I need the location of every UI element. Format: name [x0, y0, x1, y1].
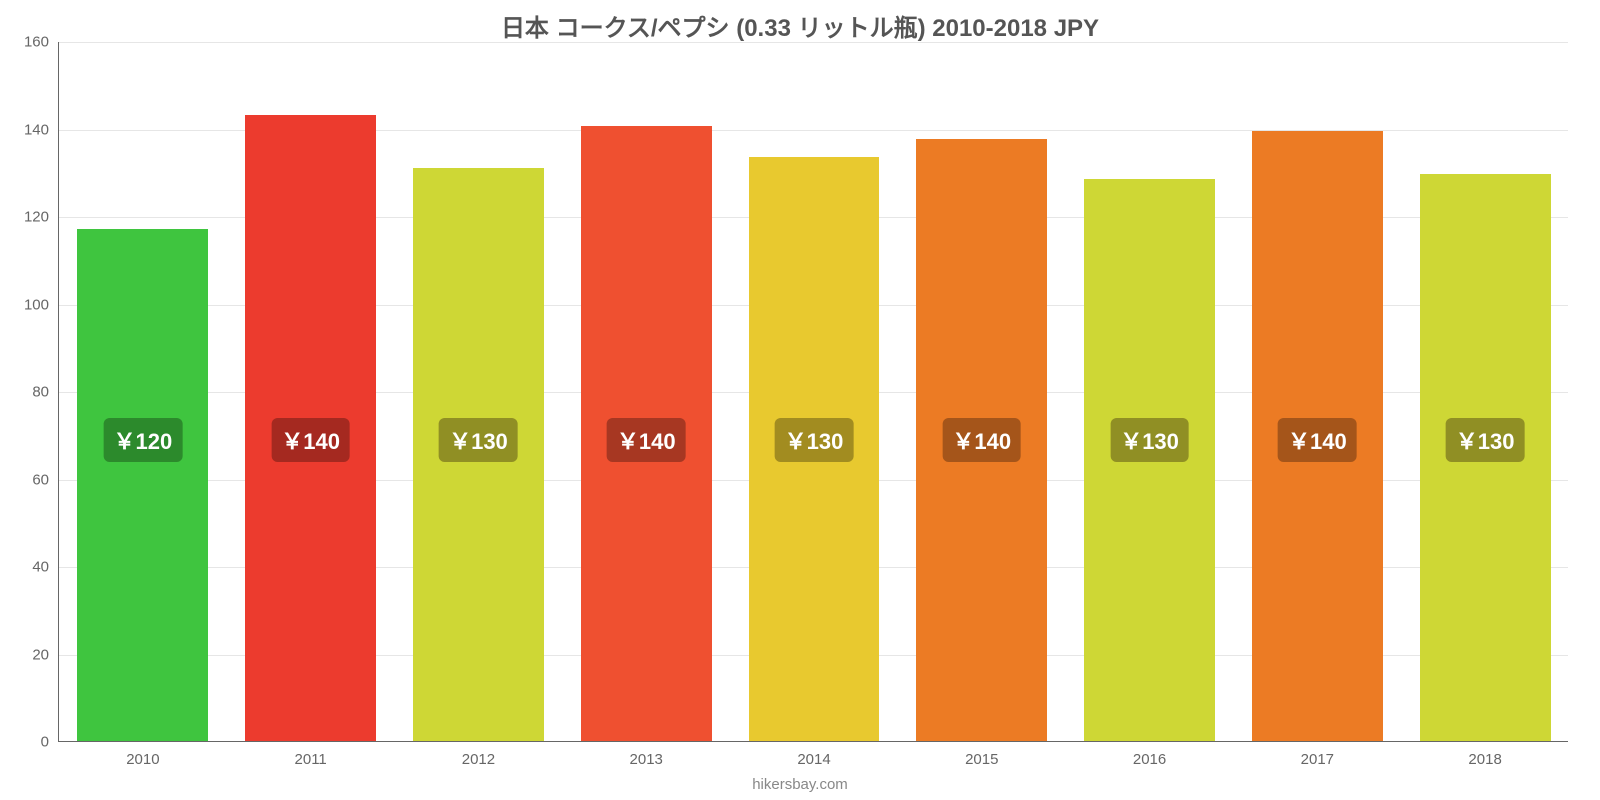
value-badge: ￥140	[607, 418, 686, 462]
chart-footer: hikersbay.com	[0, 776, 1600, 793]
value-badge: ￥140	[271, 418, 350, 462]
y-tick-label: 80	[32, 384, 59, 401]
x-tick-label: 2014	[797, 741, 830, 768]
y-tick-label: 40	[32, 559, 59, 576]
x-tick-label: 2016	[1133, 741, 1166, 768]
value-badge: ￥120	[104, 418, 183, 462]
y-tick-label: 20	[32, 646, 59, 663]
x-tick-label: 2017	[1301, 741, 1334, 768]
y-tick-label: 160	[24, 34, 59, 51]
gridline	[59, 42, 1568, 43]
bar	[77, 229, 208, 741]
y-tick-label: 60	[32, 471, 59, 488]
chart-title: 日本 コークス/ペプシ (0.33 リットル瓶) 2010-2018 JPY	[0, 8, 1600, 43]
x-tick-label: 2012	[462, 741, 495, 768]
x-tick-label: 2015	[965, 741, 998, 768]
x-tick-label: 2010	[126, 741, 159, 768]
value-badge: ￥140	[942, 418, 1021, 462]
x-tick-label: 2018	[1468, 741, 1501, 768]
value-badge: ￥130	[775, 418, 854, 462]
value-badge: ￥130	[439, 418, 518, 462]
value-badge: ￥130	[1110, 418, 1189, 462]
y-tick-label: 140	[24, 121, 59, 138]
y-tick-label: 100	[24, 296, 59, 313]
chart-container: 日本 コークス/ペプシ (0.33 リットル瓶) 2010-2018 JPY 0…	[0, 0, 1600, 800]
x-tick-label: 2013	[630, 741, 663, 768]
plot-area: 020406080100120140160￥1202010￥1402011￥13…	[58, 42, 1568, 742]
y-tick-label: 0	[41, 734, 59, 751]
value-badge: ￥130	[1446, 418, 1525, 462]
y-tick-label: 120	[24, 209, 59, 226]
x-tick-label: 2011	[295, 741, 327, 768]
value-badge: ￥140	[1278, 418, 1357, 462]
